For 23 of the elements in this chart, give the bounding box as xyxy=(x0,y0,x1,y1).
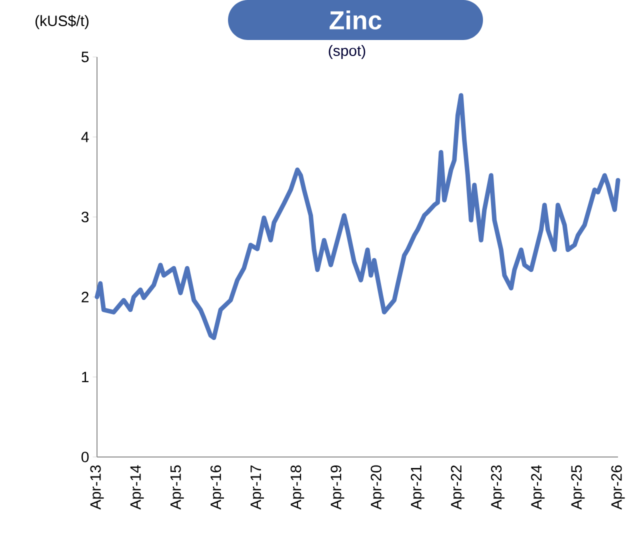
x-tick-label: Apr-25 xyxy=(571,465,585,510)
y-tick-label: 5 xyxy=(82,52,89,62)
chart-subtitle: (spot) xyxy=(328,45,366,59)
y-tick-label: 1 xyxy=(82,372,89,382)
chart-title: Zinc xyxy=(330,10,382,30)
x-tick-label: Apr-19 xyxy=(330,465,344,510)
x-tick-label: Apr-26 xyxy=(611,465,625,510)
x-tick-label: Apr-18 xyxy=(290,465,304,510)
x-tick-label: Apr-16 xyxy=(210,465,224,510)
x-tick-label: Apr-22 xyxy=(450,466,464,510)
y-tick-label: 4 xyxy=(81,132,89,142)
x-tick-label: Apr-20 xyxy=(370,465,384,510)
x-tick-label: Apr-15 xyxy=(170,465,184,510)
x-tick-label: Apr-21 xyxy=(410,465,424,510)
x-tick-label: Apr-24 xyxy=(531,465,545,510)
x-tick-label: Apr-23 xyxy=(491,465,505,510)
x-tick-label: Apr-13 xyxy=(90,465,104,510)
x-tick-label: Apr-17 xyxy=(250,466,264,510)
y-axis-title: (kUS$/t) xyxy=(36,14,88,30)
y-tick-label: 0 xyxy=(82,452,89,462)
x-tick-label: Apr-14 xyxy=(130,465,144,510)
y-tick-label: 3 xyxy=(82,212,89,222)
y-tick-label: 2 xyxy=(82,292,88,302)
